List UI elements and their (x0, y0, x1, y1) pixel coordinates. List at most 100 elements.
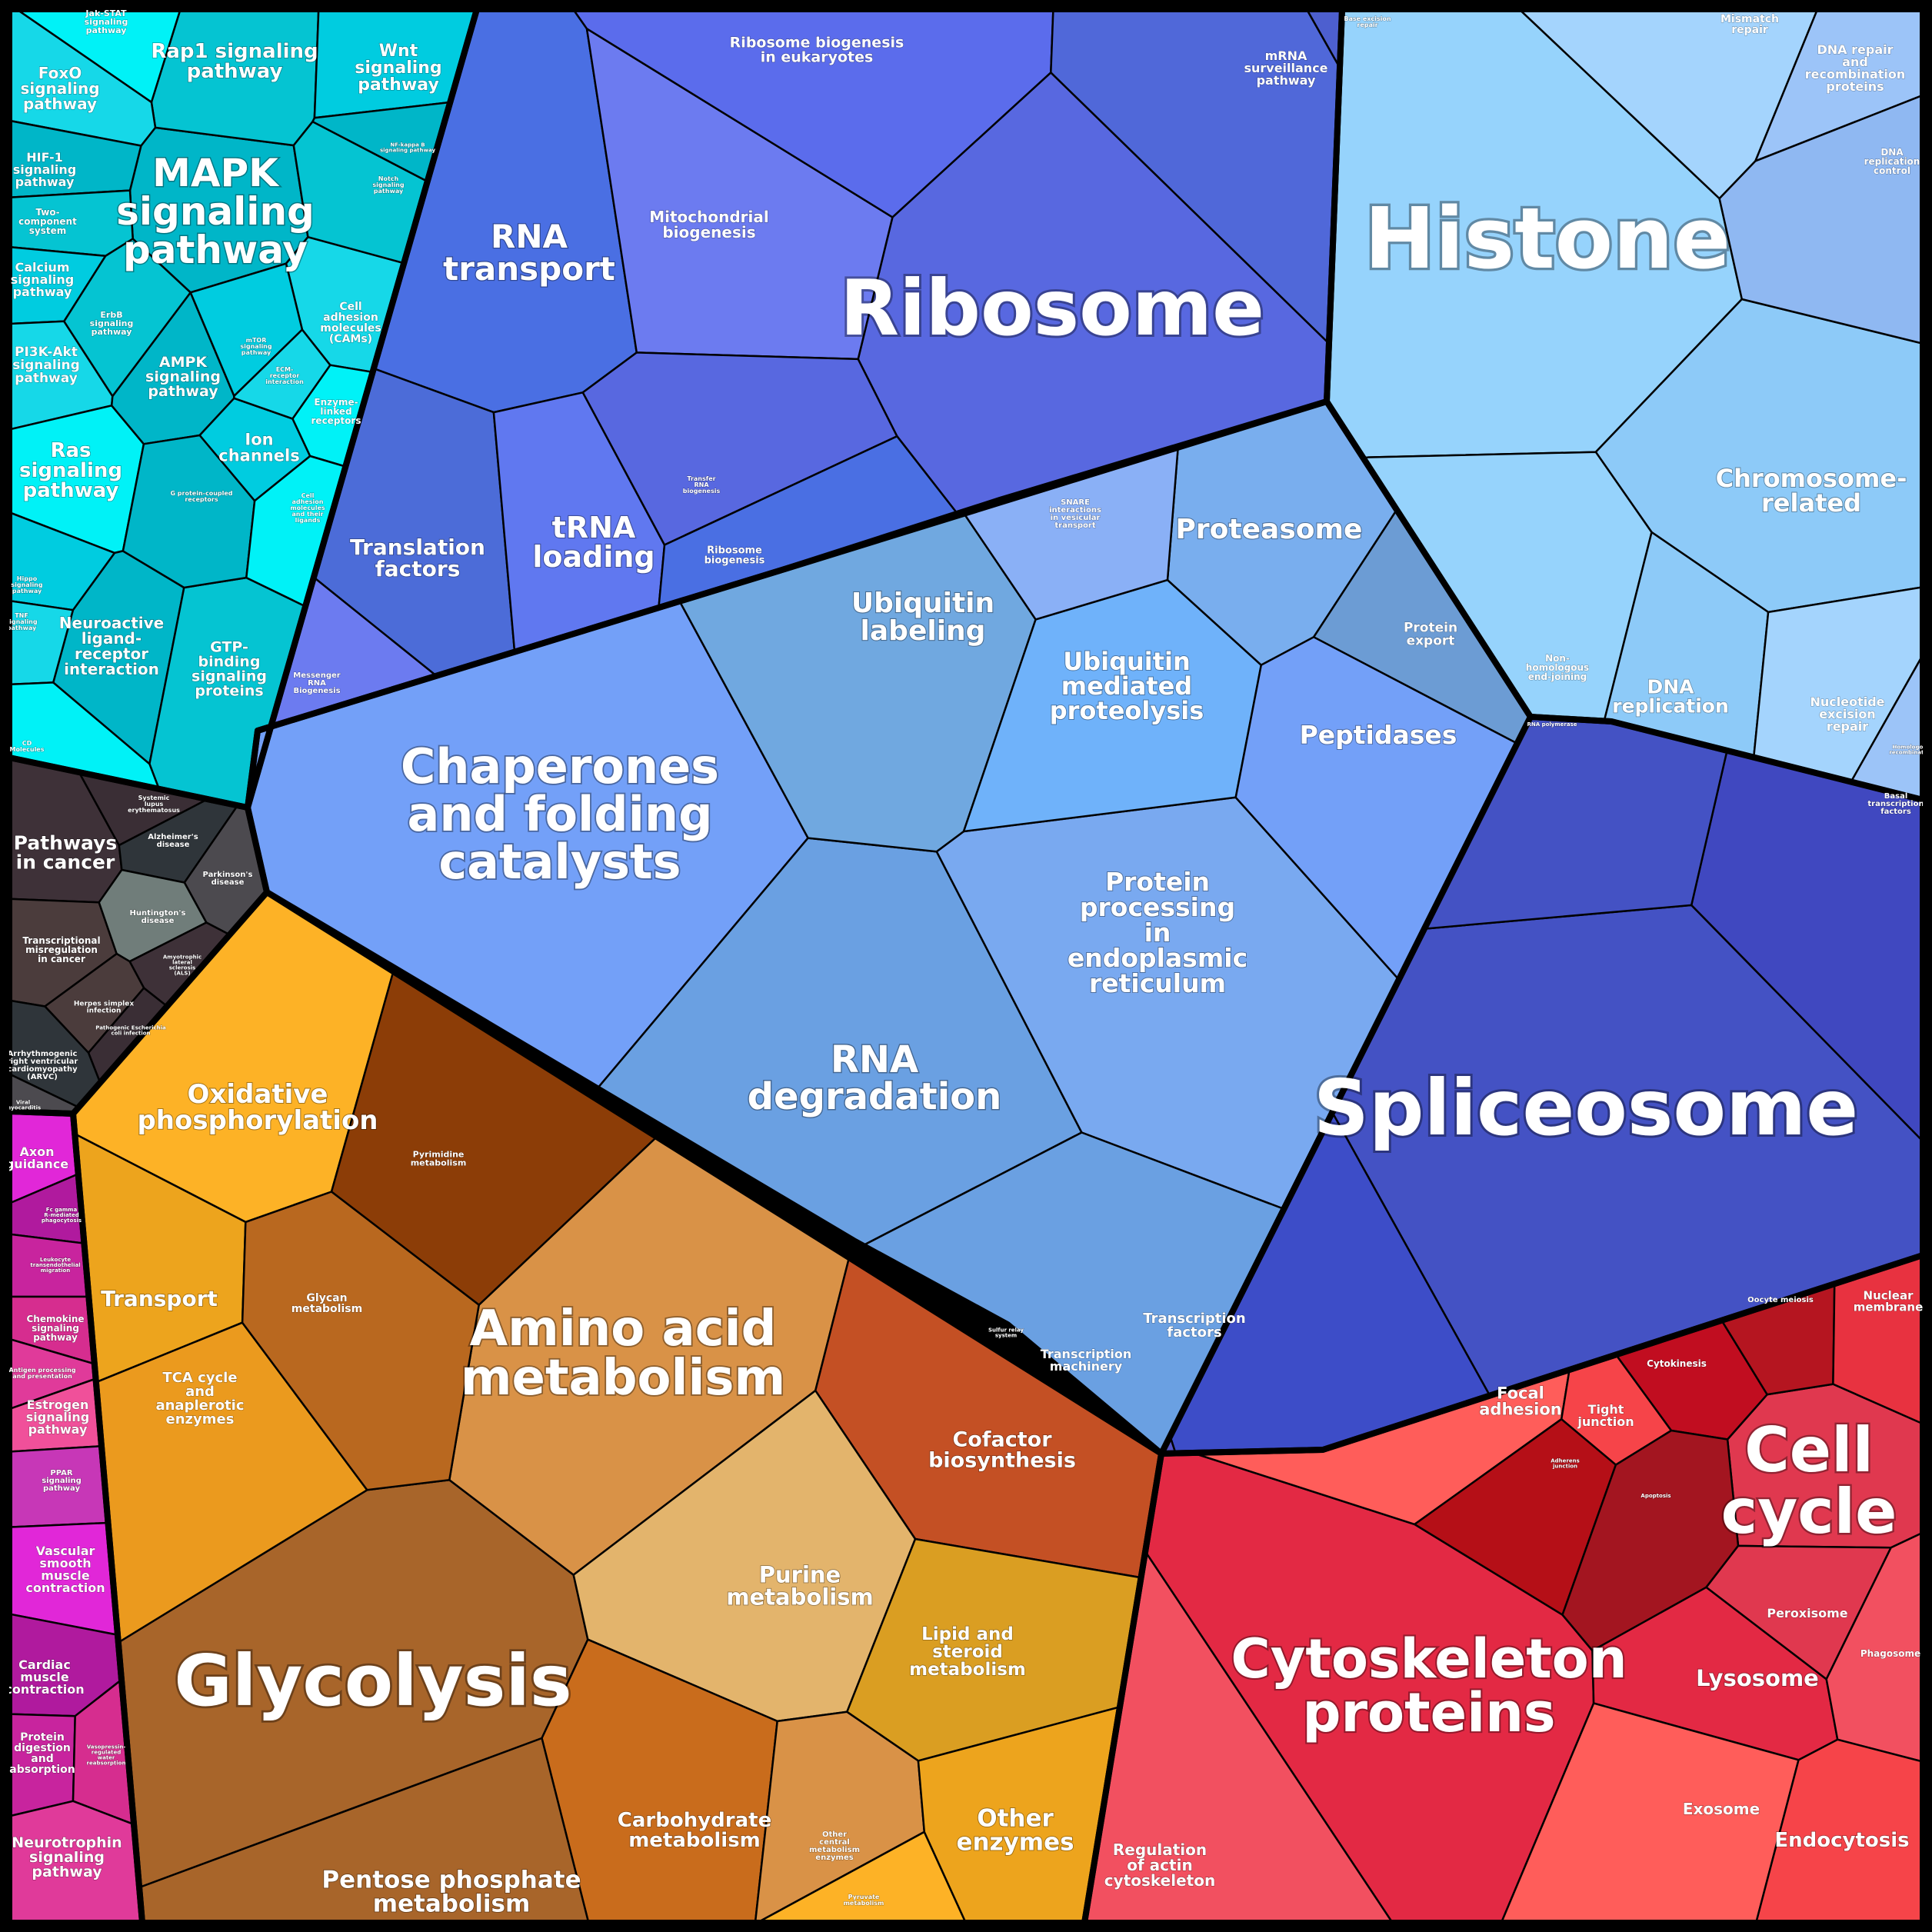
label-pi3k-akt-signaling-pathway: PI3K-Akt signaling pathway (12, 345, 80, 386)
label-nuclear-membrane: Nuclear membrane (1854, 1289, 1924, 1314)
label-cd-molecules: CD Molecules (10, 740, 45, 753)
cell-transfer-rna-biogenesis (581, 351, 898, 546)
label-leukocyte-transendothelial-migration: Leukocyte transendothelial migration (30, 1257, 80, 1274)
cell-vasopressin-regulated-water-reabsorption (72, 1331, 142, 1923)
cell-basal-transcription-factors (1690, 717, 1923, 1152)
label-amino-acid-metabolism: Amino acid metabolism (461, 1301, 785, 1407)
label-foxo-signaling-pathway: FoxO signaling pathway (20, 64, 99, 113)
label-cofactor-biosynthesis: Cofactor biosynthesis (928, 1427, 1076, 1472)
cell-peptidases (1234, 636, 1531, 1454)
label-alzheimer-s-disease: Alzheimer's disease (148, 833, 198, 849)
label-notch-signaling-pathway: Notch signaling pathway (372, 175, 405, 195)
label-ion-channels: Ion channels (218, 431, 299, 465)
label-vascular-smooth-muscle-contraction: Vascular smooth muscle contraction (25, 1544, 105, 1595)
label-viral-myocarditis: Viral myocarditis (5, 1100, 41, 1111)
label-herpes-simplex-infection: Herpes simplex infection (74, 1001, 135, 1015)
label-pathways-in-cancer: Pathways in cancer (14, 831, 118, 873)
cell-cell-adhesion-molecules-and-their-ligands (245, 455, 477, 808)
label-antigen-processing-and-presentation: Antigen processing and presentation (8, 1367, 75, 1380)
label-mismatch-repair: Mismatch repair (1720, 13, 1779, 36)
cell-other-enzymes (917, 1607, 1161, 1923)
label-protein-digestion-and-absorption: Protein digestion and absorption (9, 1731, 75, 1776)
label-pyrimidine-metabolism: Pyrimidine metabolism (411, 1149, 467, 1168)
label-dna-replication: DNA replication (1612, 675, 1729, 717)
label-gtp-binding-signaling-proteins: GTP-binding signaling proteins (192, 639, 267, 700)
label-adherens-junction: Adherens junction (1551, 1458, 1580, 1470)
label-calcium-signaling-pathway: Calcium signaling pathway (11, 260, 74, 299)
label-ribosome-biogenesis-in-eukaryotes: Ribosome biogenesis in eukaryotes (730, 35, 904, 66)
label-rna-transport: RNA transport (443, 218, 615, 288)
label-hif-1-signaling-pathway: HIF-1 signaling pathway (13, 150, 76, 189)
label-mrna-surveillance-pathway: mRNA surveillance pathway (1244, 48, 1327, 88)
label-oocyte-meiosis: Oocyte meiosis (1747, 1296, 1814, 1304)
cell-erbb-signaling-pathway (63, 238, 192, 398)
label-other-central-metabolism-enzymes: Other central metabolism enzymes (809, 1830, 860, 1862)
cell-phagosome (1825, 1527, 1923, 1765)
label-cell-cycle: Cell cycle (1721, 1414, 1897, 1547)
label-neuroactive-ligand-receptor-interaction: Neuroactive ligand-receptor interaction (59, 614, 165, 678)
label-pentose-phosphate-metabolism: Pentose phosphate metabolism (321, 1867, 581, 1918)
label-chemokine-signaling-pathway: Chemokine signaling pathway (26, 1314, 84, 1343)
label-peroxisome: Peroxisome (1767, 1606, 1847, 1621)
label-endocytosis: Endocytosis (1774, 1829, 1909, 1852)
cell-endocytosis (1752, 1738, 1923, 1923)
label-rap1-signaling-pathway: Rap1 signaling pathway (151, 40, 318, 83)
label-jak-stat-signaling-pathway: Jak-STAT signaling pathway (85, 8, 128, 35)
label-histone: Histone (1364, 189, 1730, 288)
cell-pentose-phosphate-metabolism (73, 1737, 592, 1923)
label-fc-gamma-r-mediated-phagocytosis: Fc gamma R-mediated phagocytosis (42, 1207, 82, 1224)
cell-dna-replication (1327, 531, 1770, 800)
label-erbb-signaling-pathway: ErbB signaling pathway (90, 310, 134, 337)
label-apoptosis: Apoptosis (1641, 1493, 1671, 1499)
label-phagosome: Phagosome (1860, 1648, 1920, 1659)
cell-jak-stat-signaling-pathway (9, 9, 185, 104)
label-rna-polymerase: RNA polymerase (1527, 721, 1577, 728)
label-oxidative-phosphorylation: Oxidative phosphorylation (137, 1079, 378, 1136)
label-lipid-and-steroid-metabolism: Lipid and steroid metabolism (909, 1624, 1026, 1680)
cell-labels: MAPK signaling pathway Rap1 signaling pathwa… (5, 8, 1932, 1918)
label-dna-repair-and-recombination-proteins: DNA repair and recombination proteins (1805, 42, 1906, 94)
label-sulfur-relay-system: Sulfur relay system (988, 1327, 1024, 1339)
label-ubiquitin-mediated-proteolysis: Ubiquitin mediated proteolysis (1050, 647, 1204, 725)
cell-oocyte-meiosis (1121, 1255, 1854, 1396)
label-estrogen-signaling-pathway: Estrogen signaling pathway (26, 1397, 89, 1437)
label-cardiac-muscle-contraction: Cardiac muscle contraction (5, 1657, 84, 1697)
label-tight-junction: Tight junction (1577, 1402, 1634, 1429)
label-pyruvate-metabolism: Pyruvate metabolism (844, 1894, 884, 1907)
label-basal-transcription-factors: Basal transcription factors (1867, 792, 1924, 816)
label-ppar-signaling-pathway: PPAR signaling pathway (42, 1469, 82, 1493)
label-snare-interactions-in-vesicular-transport: SNARE interactions in vesicular transport (1049, 498, 1101, 530)
label-ras-signaling-pathway: Ras signaling pathway (19, 439, 122, 502)
label-non-homologous-end-joining: Non-homologous end-joining (1526, 653, 1589, 682)
cell-dna-repair-and-recombination-proteins (1754, 9, 1923, 162)
label-ribosome-biogenesis: Ribosome biogenesis (705, 545, 765, 566)
label-mapk-signaling-pathway: MAPK signaling pathway (116, 151, 315, 272)
cell-regulation-of-actin-cytoskeleton (1084, 1255, 1400, 1923)
label-glycan-metabolism: Glycan metabolism (291, 1292, 362, 1315)
label-transcription-machinery: Transcription machinery (1041, 1347, 1132, 1374)
label-neurotrophin-signaling-pathway: Neurotrophin signaling pathway (12, 1834, 122, 1880)
label-cytoskeleton-proteins: Cytoskeleton proteins (1231, 1627, 1627, 1744)
label-regulation-of-actin-cytoskeleton: Regulation of actin cytoskeleton (1104, 1840, 1215, 1890)
label-dna-replication-control: DNA replication control (1864, 147, 1920, 176)
label-trna-loading: tRNA loading (532, 511, 655, 574)
label-cell-adhesion-molecules-and-their-ligands: Cell adhesion molecules and their ligands (290, 492, 325, 524)
label-ampk-signaling-pathway: AMPK signaling pathway (145, 354, 221, 400)
label-two-component-system: Two-component system (18, 207, 77, 236)
label-transfer-rna-biogenesis: Transfer RNA biogenesis (683, 475, 721, 495)
cell-ribosome-biogenesis-in-eukaryotes (565, 9, 1055, 218)
label-vasopressin-regulated-water-reabsorption: Vasopressin-regulated water reabsorption (87, 1744, 126, 1767)
label-purine-metabolism: Purine metabolism (726, 1562, 873, 1611)
label-other-enzymes: Other enzymes (956, 1805, 1074, 1857)
label-pathogenic-escherichia-coli-infection: Pathogenic Escherichia coli infection (95, 1025, 166, 1037)
label-mitochondrial-biogenesis: Mitochondrial biogenesis (649, 208, 769, 242)
label-proteasome: Proteasome (1176, 514, 1363, 545)
label-amyotrophic-lateral-sclerosis-als: Amyotrophic lateral sclerosis (ALS) (163, 954, 202, 977)
label-nucleotide-excision-repair: Nucleotide excision repair (1810, 695, 1884, 734)
label-axon-guidance: Axon guidance (5, 1144, 68, 1171)
label-parkinson-s-disease: Parkinson's disease (203, 871, 253, 887)
cell-glycan-metabolism (241, 1191, 480, 1491)
